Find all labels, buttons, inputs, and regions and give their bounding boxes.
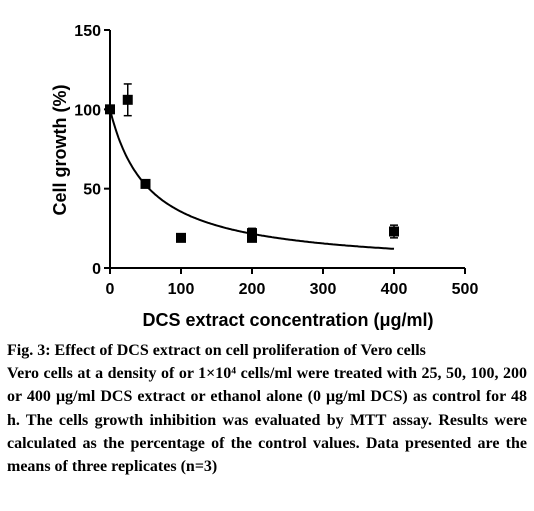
data-point (140, 178, 151, 189)
data-point (105, 104, 115, 115)
y-axis-label: Cell growth (%) (50, 85, 70, 216)
chart: 0 100 200 300 400 500 0 50 100 150 DCS extract co… (50, 23, 478, 330)
data-point (122, 94, 133, 105)
data-point (247, 232, 257, 243)
data-points (105, 83, 399, 243)
caption-title: Fig. 3: Effect of DCS extract on cell pr… (7, 342, 426, 359)
x-tick-label: 0 (106, 281, 115, 298)
caption-body: Vero cells at a density of or 1×10⁴ cell… (7, 365, 527, 476)
data-point (176, 232, 186, 243)
y-tick-label: 0 (92, 261, 101, 278)
ticks: 0 100 200 300 400 500 0 50 100 150 (74, 23, 478, 298)
x-tick-label: 500 (452, 281, 479, 298)
x-tick-label: 100 (168, 281, 195, 298)
y-tick-label: 100 (74, 102, 101, 119)
y-tick-label: 150 (74, 23, 101, 40)
data-point (389, 226, 399, 237)
x-tick-label: 200 (239, 281, 266, 298)
axes (109, 30, 465, 269)
x-axis-label: DCS extract concentration (μg/ml) (142, 310, 433, 330)
x-tick-label: 300 (310, 281, 337, 298)
x-tick-label: 400 (381, 281, 408, 298)
figure-caption: Fig. 3: Effect of DCS extract on cell pr… (7, 339, 527, 478)
y-tick-label: 50 (83, 182, 101, 199)
